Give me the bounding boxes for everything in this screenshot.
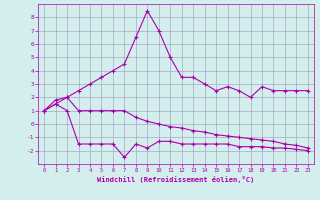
X-axis label: Windchill (Refroidissement éolien,°C): Windchill (Refroidissement éolien,°C) <box>97 176 255 183</box>
